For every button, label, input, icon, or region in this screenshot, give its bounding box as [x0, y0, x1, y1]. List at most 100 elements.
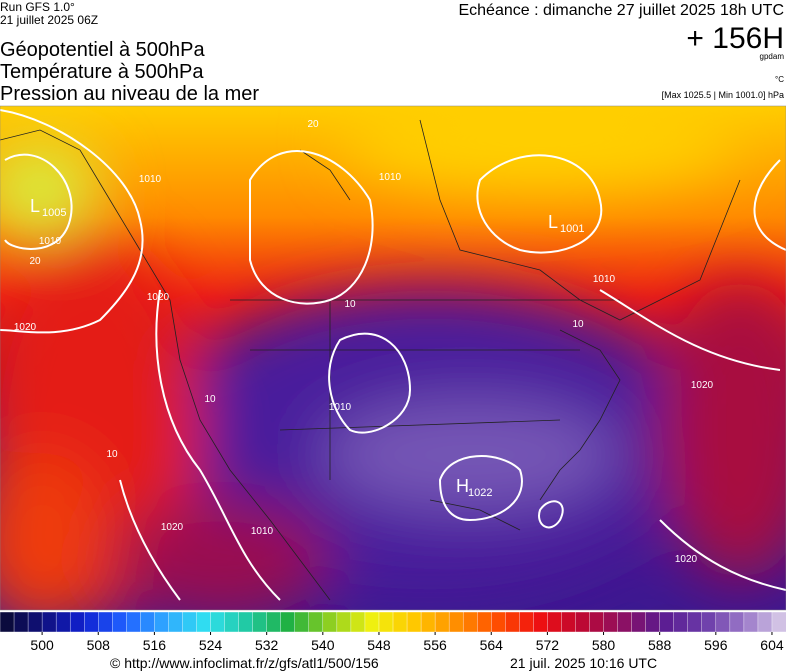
- isobar-label: 10: [344, 299, 356, 310]
- unit: gpdam: [760, 52, 785, 61]
- colorbar-cell: [589, 611, 605, 633]
- colorbar-label: 596: [704, 637, 728, 653]
- isobar-label: 20: [29, 256, 41, 267]
- colorbar-cell: [378, 611, 394, 633]
- isobar-label: 1010: [379, 172, 402, 183]
- colorbar-cell: [280, 611, 296, 633]
- colorbar-cell: [729, 611, 745, 633]
- footer-url: © http://www.infoclimat.fr/z/gfs/atl1/50…: [110, 655, 379, 671]
- title: Géopotentiel à 500hPa: [0, 39, 205, 61]
- isobar-label: 1020: [147, 292, 170, 303]
- colorbar-cell: [0, 611, 15, 633]
- run: Run GFS 1.0°: [0, 0, 75, 14]
- colorbar-cell: [645, 611, 661, 633]
- colorbar-label: 604: [760, 637, 784, 653]
- colorbar-label: 572: [536, 637, 560, 653]
- colorbar-cell: [743, 611, 759, 633]
- isobar-label: 1010: [139, 174, 162, 185]
- colorbar-cell: [673, 611, 689, 633]
- colorbar-cell: [519, 611, 535, 633]
- run-date: 21 juillet 2025 06Z: [0, 13, 98, 27]
- colorbar-cell: [491, 611, 506, 633]
- isobar-label: 1020: [691, 380, 714, 391]
- isobar-label: 1020: [14, 322, 37, 333]
- footer-time: 21 juil. 2025 10:16 UTC: [510, 655, 657, 671]
- colorbar-cell: [771, 611, 786, 633]
- colorbar-cell: [448, 611, 464, 633]
- colorbar-label: 548: [367, 637, 391, 653]
- colorbar-cell: [41, 611, 57, 633]
- colorbar-cell: [27, 611, 43, 633]
- colorbar-cell: [757, 611, 773, 633]
- colorbar-label: 588: [648, 637, 672, 653]
- colorbar-cell: [55, 611, 71, 633]
- colorbar-cell: [13, 611, 29, 633]
- colorbar-cell: [392, 611, 408, 633]
- isobar-label: 1010: [593, 274, 616, 285]
- colorbar-cell: [336, 611, 352, 633]
- isobar-label: 1020: [675, 554, 698, 565]
- colorbar-label: 500: [30, 637, 54, 653]
- colorbar-cell: [477, 611, 492, 633]
- isobar-label: 1020: [161, 522, 184, 533]
- colorbar-cell: [266, 611, 282, 633]
- colorbar-cell: [196, 611, 212, 633]
- isobar-label: 10: [204, 394, 216, 405]
- colorbar-cell: [406, 611, 422, 633]
- lead-time: + 156H: [686, 22, 784, 55]
- colorbar-cell: [126, 611, 142, 633]
- colorbar-cell: [434, 611, 450, 633]
- pressure-value: 1005: [42, 207, 66, 219]
- colorbar-cell: [561, 611, 577, 633]
- pressure-center: H: [456, 476, 469, 496]
- colorbar-cell: [575, 611, 591, 633]
- colorbar-cell: [84, 611, 99, 633]
- colorbar-cell: [98, 611, 113, 633]
- title: Température à 500hPa: [0, 61, 204, 83]
- colorbar-cell: [224, 611, 240, 633]
- colorbar-label: 580: [592, 637, 616, 653]
- pressure-center: L: [30, 196, 40, 216]
- colorbar-cell: [294, 611, 310, 633]
- isobar-label: 10: [572, 319, 584, 330]
- colorbar-cell: [322, 611, 338, 633]
- isobar-label: 1010: [251, 526, 274, 537]
- colorbar-cell: [140, 611, 156, 633]
- colorbar-cell: [252, 611, 268, 633]
- colorbar-cell: [420, 611, 436, 633]
- colorbar-cell: [701, 611, 717, 633]
- pressure-range: [Max 1025.5 | Min 1001.0] hPa: [662, 90, 784, 100]
- colorbar-cell: [603, 611, 619, 633]
- pressure-center: L: [548, 212, 558, 232]
- colorbar-label: 532: [255, 637, 279, 653]
- colorbar-cell: [617, 611, 633, 633]
- colorbar-cell: [659, 611, 675, 633]
- colorbar-cell: [210, 611, 226, 633]
- colorbar-cell: [505, 611, 521, 633]
- colorbar-cell: [687, 611, 703, 633]
- colorbar-cell: [350, 611, 366, 633]
- colorbar-cell: [715, 611, 731, 633]
- isobar-label: 1010: [329, 402, 352, 413]
- pressure-value: 1022: [468, 487, 492, 499]
- colorbar-cell: [364, 611, 380, 633]
- colorbar-cell: [112, 611, 128, 633]
- isobar-label: 20: [307, 119, 319, 130]
- colorbar-cell: [238, 611, 254, 633]
- colorbar-cell: [547, 611, 563, 633]
- colorbar-cell: [182, 611, 198, 633]
- colorbar-cell: [168, 611, 184, 633]
- map: [0, 106, 786, 610]
- colorbar-label: 508: [87, 637, 111, 653]
- echeance: Echéance : dimanche 27 juillet 2025 18h …: [458, 2, 784, 19]
- colorbar-cell: [69, 611, 85, 633]
- colorbar-cell: [154, 611, 170, 633]
- colorbar-label: 540: [311, 637, 335, 653]
- pressure-value: 1001: [560, 223, 584, 235]
- isobar-label: 10: [106, 449, 118, 460]
- colorbar-label: 524: [199, 637, 223, 653]
- colorbar-label: 556: [423, 637, 447, 653]
- colorbar-cell: [533, 611, 549, 633]
- colorbar-cell: [308, 611, 324, 633]
